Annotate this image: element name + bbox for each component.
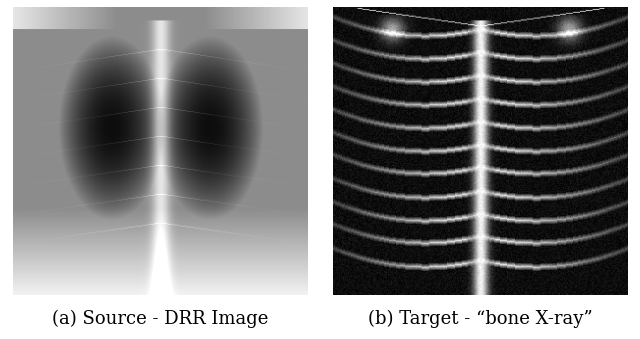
- Text: (b) Target - “bone X-ray”: (b) Target - “bone X-ray”: [367, 310, 593, 328]
- Text: (a) Source - DRR Image: (a) Source - DRR Image: [52, 310, 268, 328]
